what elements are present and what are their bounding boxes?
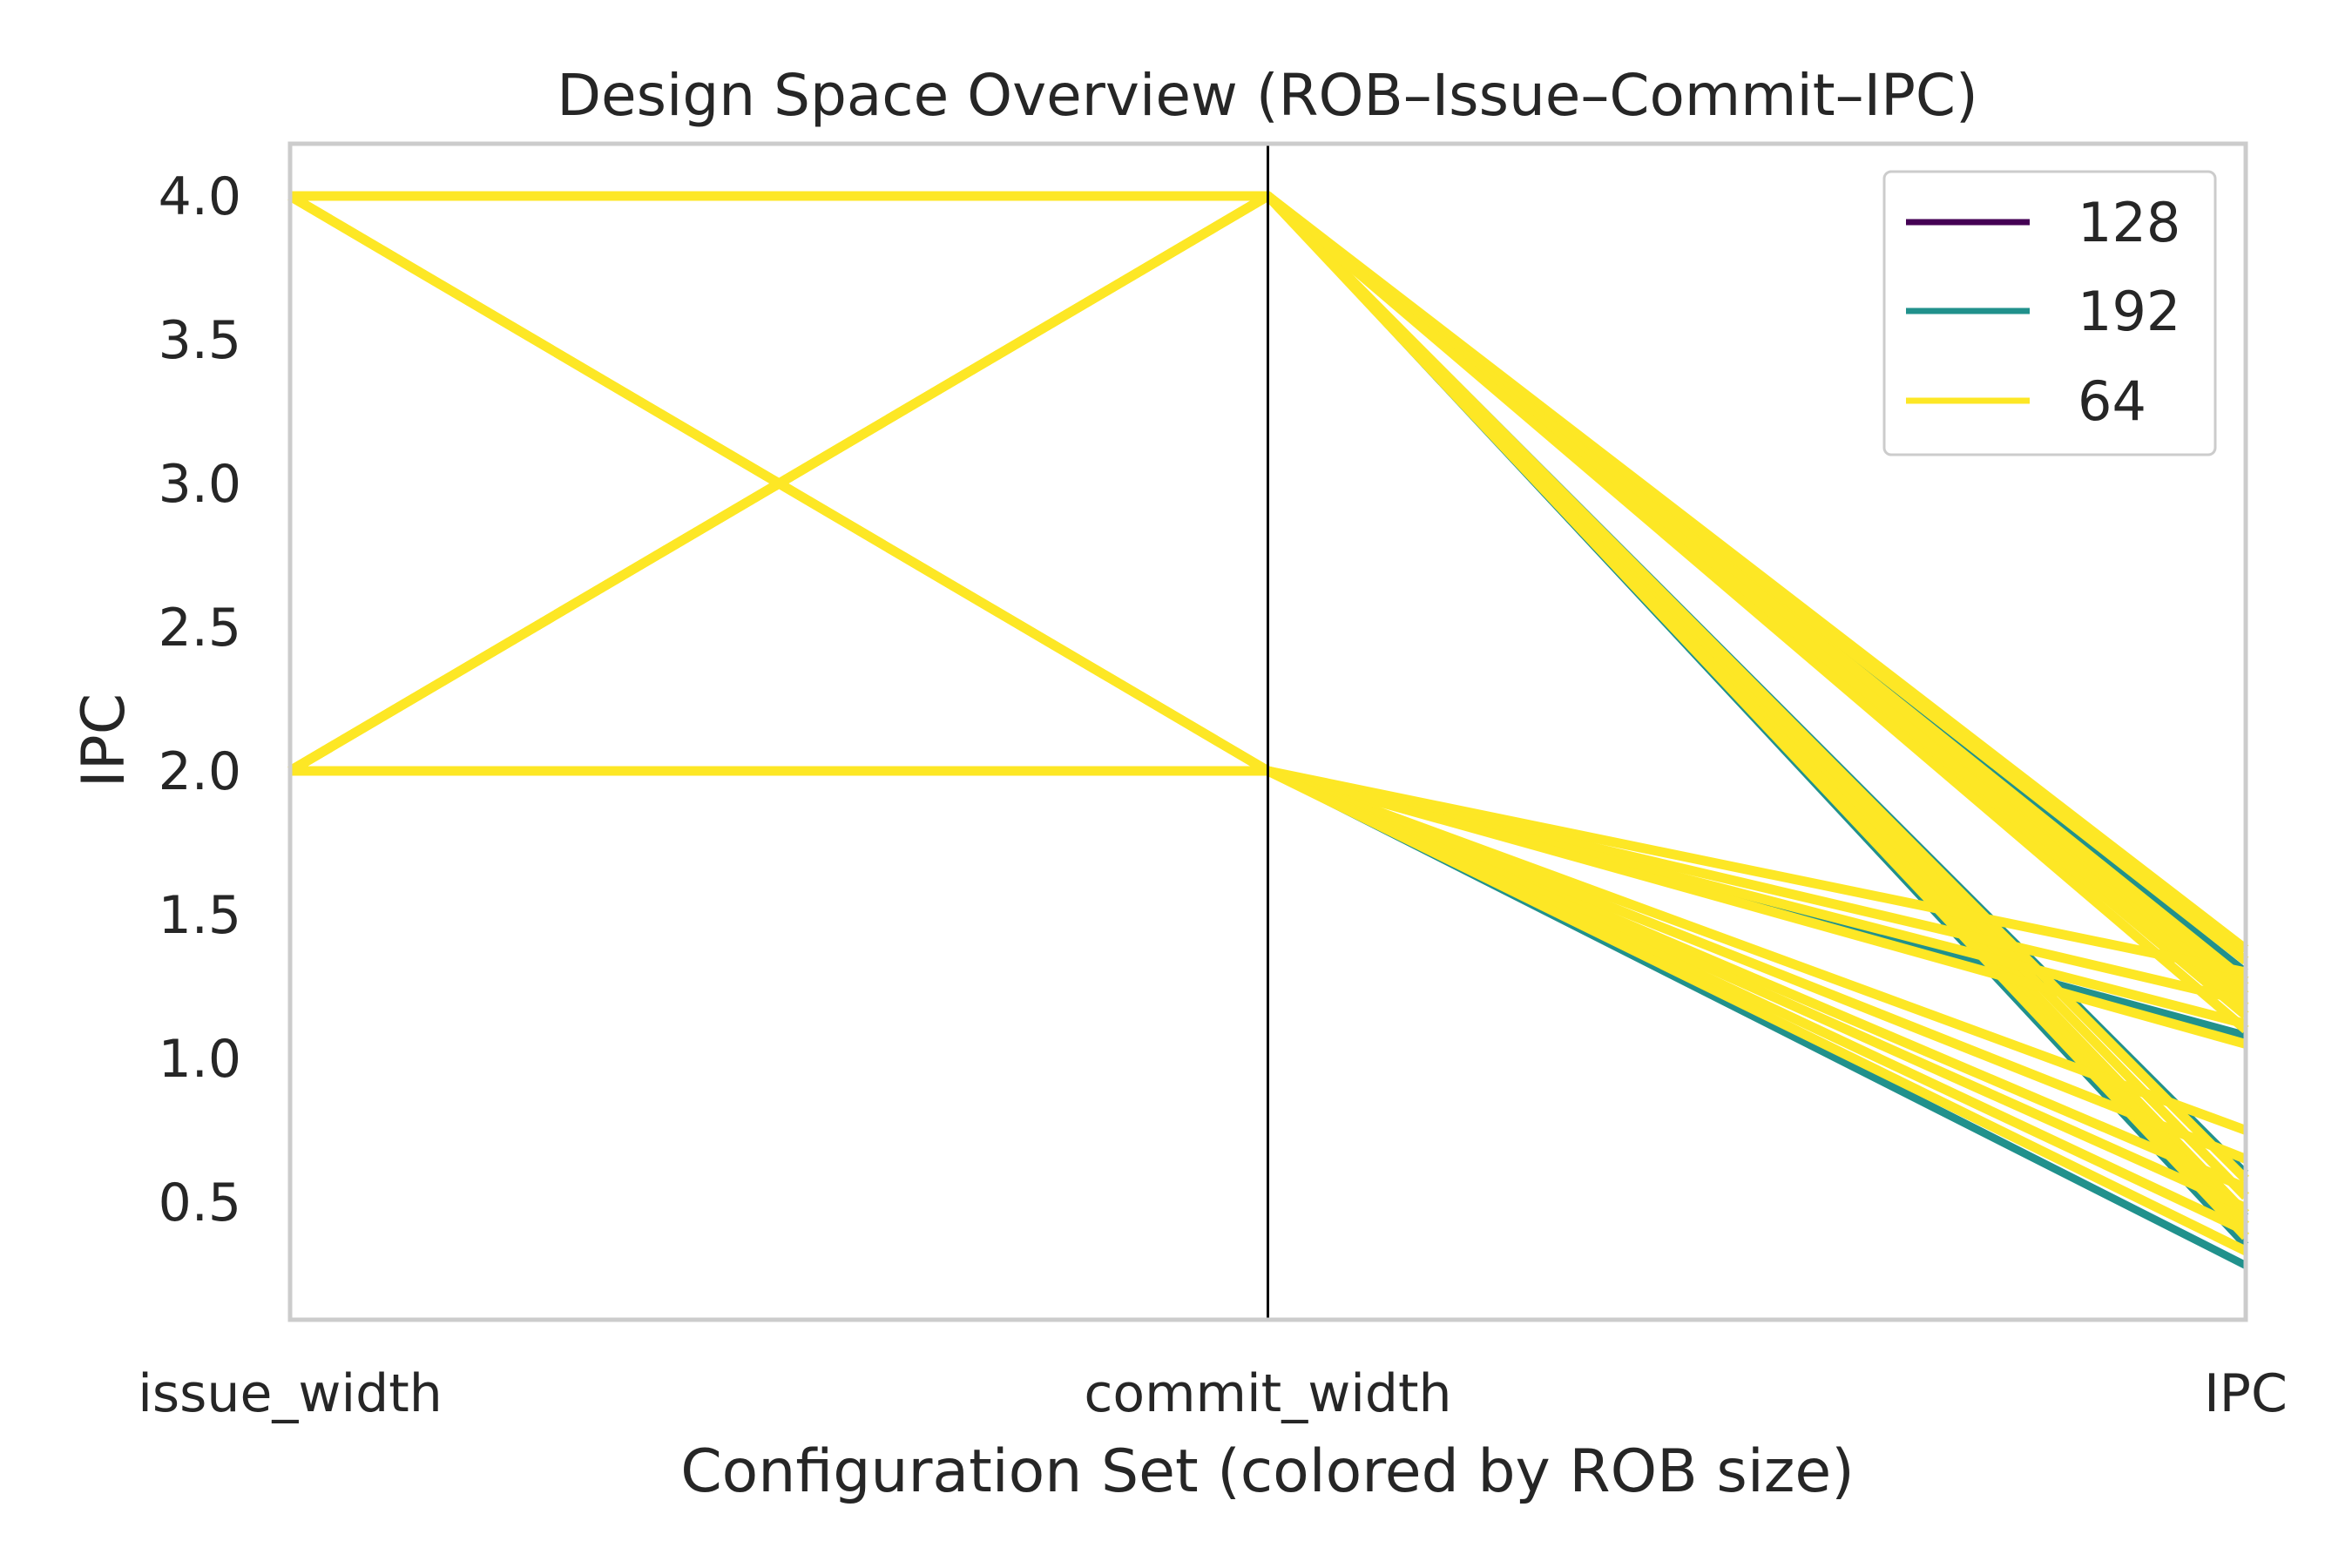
x-axis-title: Configuration Set (colored by ROB size)	[680, 1437, 1855, 1506]
y-tick-label: 3.5	[159, 310, 241, 371]
y-tick-label: 4.0	[159, 166, 241, 227]
chart-title: Design Space Overview (ROB–Issue–Commit–…	[557, 62, 1978, 129]
y-tick-label: 1.0	[159, 1029, 241, 1090]
vertical-axes	[1267, 144, 1269, 1320]
y-tick-label: 3.0	[159, 454, 241, 515]
y-tick-labels: 0.5 1.0 1.5 2.0 2.5 3.0 3.5 4.0	[159, 166, 241, 1233]
y-axis-title: IPC	[70, 693, 139, 788]
plot-frame	[287, 141, 2248, 1322]
y-tick-label: 1.5	[159, 885, 241, 946]
x-axis-label-IPC: IPC	[2204, 1363, 2288, 1424]
legend-label-192: 192	[2078, 280, 2180, 343]
x-axis-labels: issue_width commit_width IPC	[138, 1363, 2288, 1424]
x-axis-label-issue_width: issue_width	[138, 1363, 443, 1424]
y-tick-label: 2.0	[159, 741, 241, 802]
y-tick-label: 2.5	[159, 598, 241, 659]
legend-label-64: 64	[2078, 369, 2146, 433]
legend-box	[1882, 170, 2217, 456]
legend: 128 192 64	[1882, 170, 2217, 456]
y-tick-label: 0.5	[159, 1173, 241, 1233]
legend-label-128: 128	[2078, 191, 2180, 254]
x-axis-label-commit_width: commit_width	[1084, 1363, 1451, 1424]
